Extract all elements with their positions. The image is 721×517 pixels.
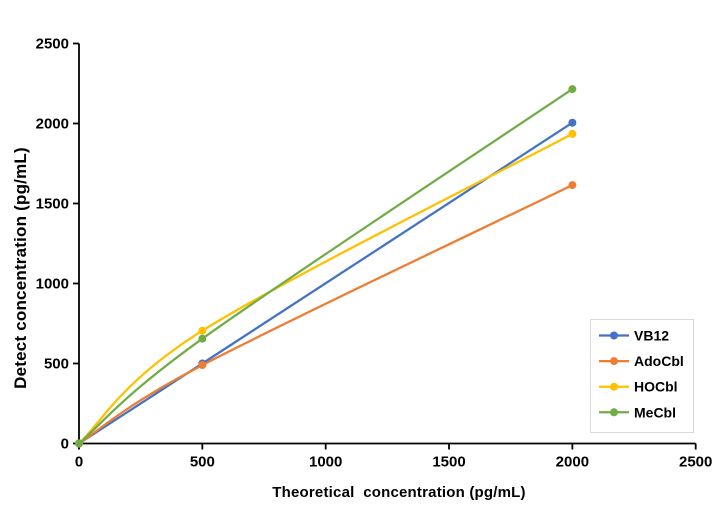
data-point-MeCbl-500 bbox=[198, 334, 207, 343]
series-line-VB12 bbox=[77, 121, 574, 445]
legend-item-AdoCbl: AdoCbl bbox=[599, 353, 684, 369]
x-tick-label: 2500 bbox=[679, 454, 712, 471]
y-tick-label: 500 bbox=[44, 356, 69, 373]
x-tick-label: 500 bbox=[190, 454, 215, 471]
legend-marker-VB12 bbox=[610, 331, 618, 340]
y-tick-label: 2500 bbox=[36, 36, 69, 53]
legend: VB12 AdoCbl HOCbl MeCbl bbox=[590, 319, 694, 433]
data-point-HOCbl-500 bbox=[198, 326, 207, 335]
legend-marker-HOCbl bbox=[610, 382, 618, 391]
y-tick-label: 1500 bbox=[36, 196, 69, 213]
legend-item-VB12: VB12 bbox=[599, 328, 669, 344]
data-point-AdoCbl-2000 bbox=[568, 181, 577, 190]
legend-item-HOCbl: HOCbl bbox=[599, 379, 678, 395]
series-line-MeCbl bbox=[77, 87, 574, 445]
x-tick-label: 2000 bbox=[556, 454, 589, 471]
legend-box bbox=[590, 319, 694, 433]
x-tick-label: 0 bbox=[75, 454, 83, 471]
series-line-AdoCbl bbox=[77, 183, 574, 445]
legend-label-VB12: VB12 bbox=[634, 328, 669, 344]
legend-marker-AdoCbl bbox=[610, 357, 618, 366]
legend-marker-MeCbl bbox=[610, 408, 618, 417]
series-line-HOCbl bbox=[77, 132, 574, 445]
legend-item-MeCbl: MeCbl bbox=[599, 404, 676, 420]
data-point-MeCbl-2000 bbox=[568, 85, 577, 94]
data-point-VB12-2000 bbox=[568, 118, 577, 127]
y-tick-label: 2000 bbox=[36, 116, 69, 133]
x-tick-label: 1500 bbox=[432, 454, 465, 471]
data-point-HOCbl-2000 bbox=[568, 129, 577, 138]
y-tick-label: 1000 bbox=[36, 276, 69, 293]
series-AdoCbl bbox=[75, 181, 577, 448]
series-VB12 bbox=[75, 118, 577, 448]
data-point-AdoCbl-500 bbox=[198, 361, 207, 370]
legend-label-HOCbl: HOCbl bbox=[634, 379, 678, 395]
legend-label-MeCbl: MeCbl bbox=[634, 404, 676, 420]
x-tick-label: 1000 bbox=[309, 454, 342, 471]
data-point-MeCbl-0 bbox=[75, 439, 83, 448]
series-HOCbl bbox=[75, 129, 577, 448]
x-axis-title: Theoretical concentration (pg/mL) bbox=[272, 484, 526, 501]
y-tick-label: 0 bbox=[61, 436, 69, 453]
series-MeCbl bbox=[75, 85, 577, 448]
legend-label-AdoCbl: AdoCbl bbox=[634, 353, 684, 369]
y-axis-title: Detect concentration (pg/mL) bbox=[11, 147, 30, 389]
